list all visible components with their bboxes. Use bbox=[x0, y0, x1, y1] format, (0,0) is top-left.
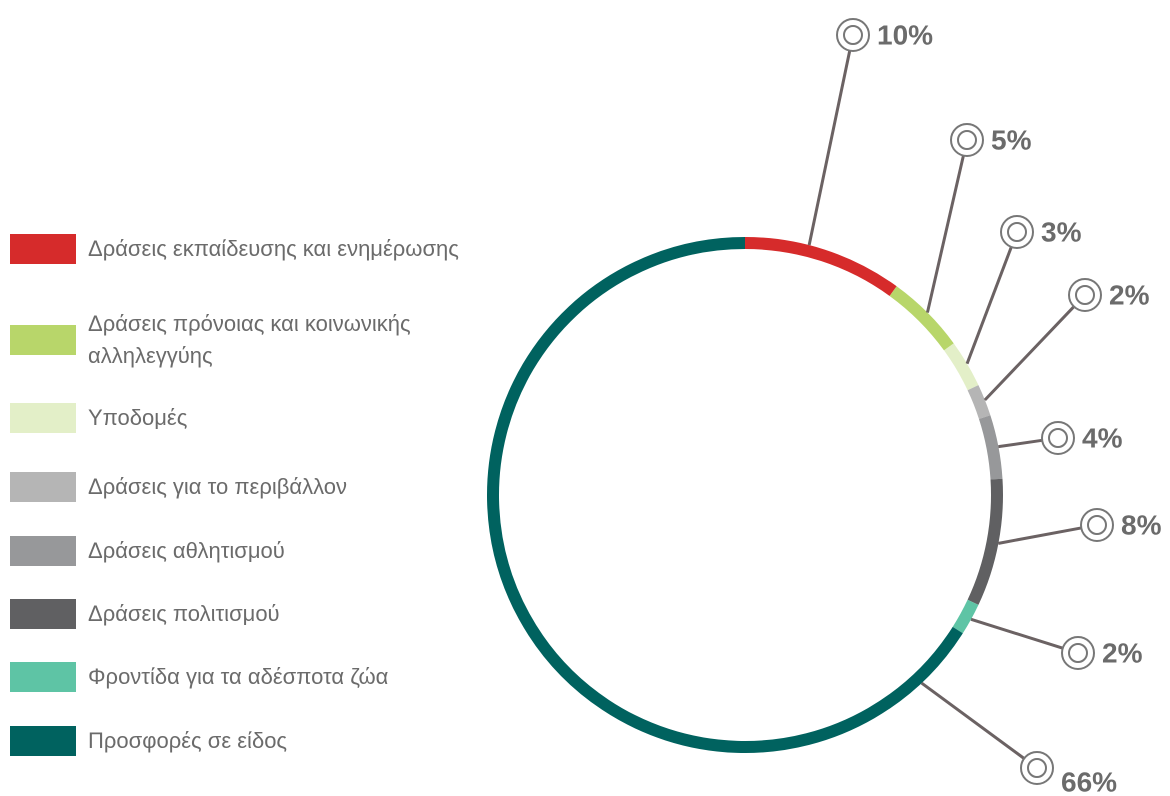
leader-line bbox=[920, 681, 1026, 760]
legend-item: Φροντίδα για τα αδέσποτα ζώα bbox=[10, 661, 468, 693]
label-ring-inner bbox=[1027, 758, 1047, 778]
donut-segment bbox=[487, 237, 963, 753]
legend-label: Φροντίδα για τα αδέσποτα ζώα bbox=[88, 664, 389, 689]
value-label: 66% bbox=[1061, 766, 1117, 796]
label-ring bbox=[950, 123, 984, 157]
leader-line bbox=[970, 617, 1064, 650]
legend-swatch bbox=[10, 599, 76, 629]
legend-label: Υποδομές bbox=[88, 405, 188, 430]
leader-line bbox=[807, 50, 852, 246]
legend-swatch bbox=[10, 234, 76, 264]
legend-swatch bbox=[10, 662, 76, 692]
legend-swatch bbox=[10, 325, 76, 355]
label-ring-inner bbox=[1068, 643, 1088, 663]
donut-segment bbox=[967, 385, 991, 420]
legend-item: Δράσεις εκπαίδευσης και ενημέρωσης bbox=[10, 233, 468, 265]
donut-segment bbox=[952, 599, 979, 634]
legend-label: Δράσεις για το περιβάλλον bbox=[88, 474, 348, 499]
legend-item: Δράσεις πρόνοιας και κοινωνικής αλληλεγγ… bbox=[10, 308, 468, 372]
label-ring bbox=[1068, 278, 1102, 312]
label-ring-inner bbox=[957, 130, 977, 150]
donut-segment bbox=[889, 286, 954, 351]
label-ring-inner bbox=[1075, 285, 1095, 305]
legend-label: Δράσεις πρόνοιας και κοινωνικής αλληλεγγ… bbox=[88, 311, 411, 368]
donut-segment bbox=[744, 237, 897, 296]
legend-label: Δράσεις εκπαίδευσης και ενημέρωσης bbox=[88, 236, 459, 261]
label-ring bbox=[1000, 215, 1034, 249]
value-label: 5% bbox=[991, 124, 1032, 155]
leader-line bbox=[965, 246, 1013, 365]
label-ring bbox=[1061, 636, 1095, 670]
legend-item: Δράσεις αθλητισμού bbox=[10, 535, 468, 567]
label-ring bbox=[1041, 421, 1075, 455]
label-ring-inner bbox=[1048, 428, 1068, 448]
value-label: 10% bbox=[877, 19, 933, 50]
label-ring bbox=[836, 18, 870, 52]
legend-label: Προσφορές σε είδος bbox=[88, 728, 288, 753]
legend-item: Δράσεις για το περιβάλλον bbox=[10, 471, 468, 503]
donut-segment bbox=[943, 343, 979, 391]
value-label: 3% bbox=[1041, 216, 1082, 247]
label-ring-inner bbox=[1087, 515, 1107, 535]
label-ring-inner bbox=[1007, 222, 1027, 242]
leader-line bbox=[925, 155, 965, 313]
label-ring bbox=[1020, 751, 1054, 785]
donut-segment bbox=[978, 415, 1003, 480]
legend-label: Δράσεις αθλητισμού bbox=[88, 538, 285, 563]
legend-swatch bbox=[10, 472, 76, 502]
legend-swatch bbox=[10, 536, 76, 566]
legend-item: Προσφορές σε είδος bbox=[10, 725, 468, 757]
value-label: 2% bbox=[1102, 637, 1143, 668]
leader-line bbox=[998, 526, 1082, 545]
value-label: 4% bbox=[1082, 422, 1123, 453]
legend-label: Δράσεις πολιτισμού bbox=[88, 601, 280, 626]
label-ring bbox=[1080, 508, 1114, 542]
legend-item: Υποδομές bbox=[10, 402, 468, 434]
legend-swatch bbox=[10, 726, 76, 756]
value-label: 8% bbox=[1121, 509, 1162, 540]
label-ring-inner bbox=[843, 25, 863, 45]
leader-line bbox=[998, 438, 1043, 449]
legend-item: Δράσεις πολιτισμού bbox=[10, 598, 468, 630]
legend-swatch bbox=[10, 403, 76, 433]
value-label: 2% bbox=[1109, 279, 1150, 310]
donut-segment bbox=[967, 478, 1003, 605]
leader-line bbox=[983, 305, 1076, 402]
